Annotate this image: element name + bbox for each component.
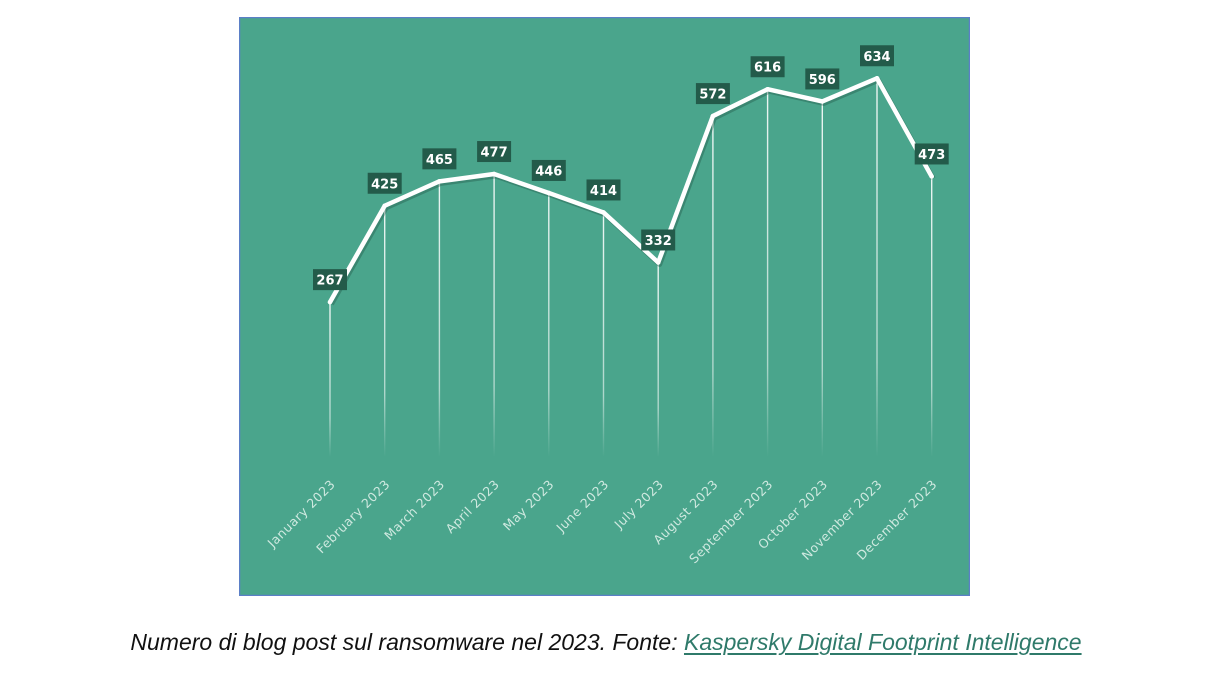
data-label-text: 477: [481, 146, 508, 161]
line-segment: [491, 171, 552, 196]
drop-line: [931, 176, 933, 457]
data-label: 634: [860, 45, 894, 67]
drop-line: [329, 302, 331, 457]
data-label-text: 572: [699, 88, 726, 103]
data-point: [820, 99, 825, 104]
data-point: [929, 174, 934, 179]
data-point: [491, 171, 497, 177]
data-label-text: 634: [863, 50, 890, 65]
line-segment: [382, 179, 442, 208]
data-label: 425: [367, 172, 402, 194]
data-label: 596: [805, 68, 840, 90]
line-segment: [546, 190, 606, 215]
drop-line: [876, 78, 878, 457]
data-label: 616: [750, 56, 785, 78]
data-label: 473: [914, 143, 949, 165]
drop-line: [493, 174, 495, 457]
drop-line: [602, 212, 605, 457]
data-point: [656, 260, 661, 265]
line-segment: [820, 76, 880, 104]
line-segment: [601, 210, 661, 265]
data-label: 446: [531, 159, 566, 181]
data-label: 465: [422, 148, 457, 170]
data-point: [546, 190, 551, 196]
data-label-text: 267: [316, 274, 343, 289]
drop-line: [384, 205, 386, 457]
data-point: [437, 179, 442, 184]
drop-line: [438, 181, 441, 457]
drop-line: [657, 262, 659, 457]
data-label-text: 596: [809, 73, 836, 88]
chart-background: [239, 17, 970, 596]
source-link[interactable]: Kaspersky Digital Footprint Intelligence: [683, 629, 1082, 655]
drop-line: [766, 89, 769, 458]
data-point: [327, 299, 333, 305]
data-point: [710, 113, 716, 119]
line-segment: [437, 171, 497, 184]
data-label: 332: [641, 229, 676, 251]
data-label-text: 465: [426, 153, 453, 168]
data-label-text: 414: [590, 184, 617, 199]
data-label: 267: [313, 269, 347, 291]
drop-line: [821, 101, 823, 457]
figure-caption: Numero di blog post sul ransomware nel 2…: [0, 629, 1212, 656]
data-label: 477: [477, 141, 512, 163]
data-label-text: 332: [645, 234, 672, 249]
drop-line: [712, 116, 714, 457]
line-segment: [710, 86, 770, 119]
drop-line: [548, 192, 550, 457]
data-label-text: 446: [535, 164, 562, 179]
data-point: [382, 203, 387, 208]
data-point: [765, 87, 770, 92]
data-label: 572: [695, 83, 730, 105]
data-label: 414: [586, 179, 621, 201]
data-label-text: 616: [754, 61, 781, 76]
data-point: [874, 76, 880, 81]
data-label-text: 425: [371, 177, 398, 192]
data-point: [601, 210, 606, 215]
caption-text: Numero di blog post sul ransomware nel 2…: [130, 629, 684, 655]
data-label-text: 473: [918, 148, 945, 163]
line-segment: [765, 86, 825, 104]
